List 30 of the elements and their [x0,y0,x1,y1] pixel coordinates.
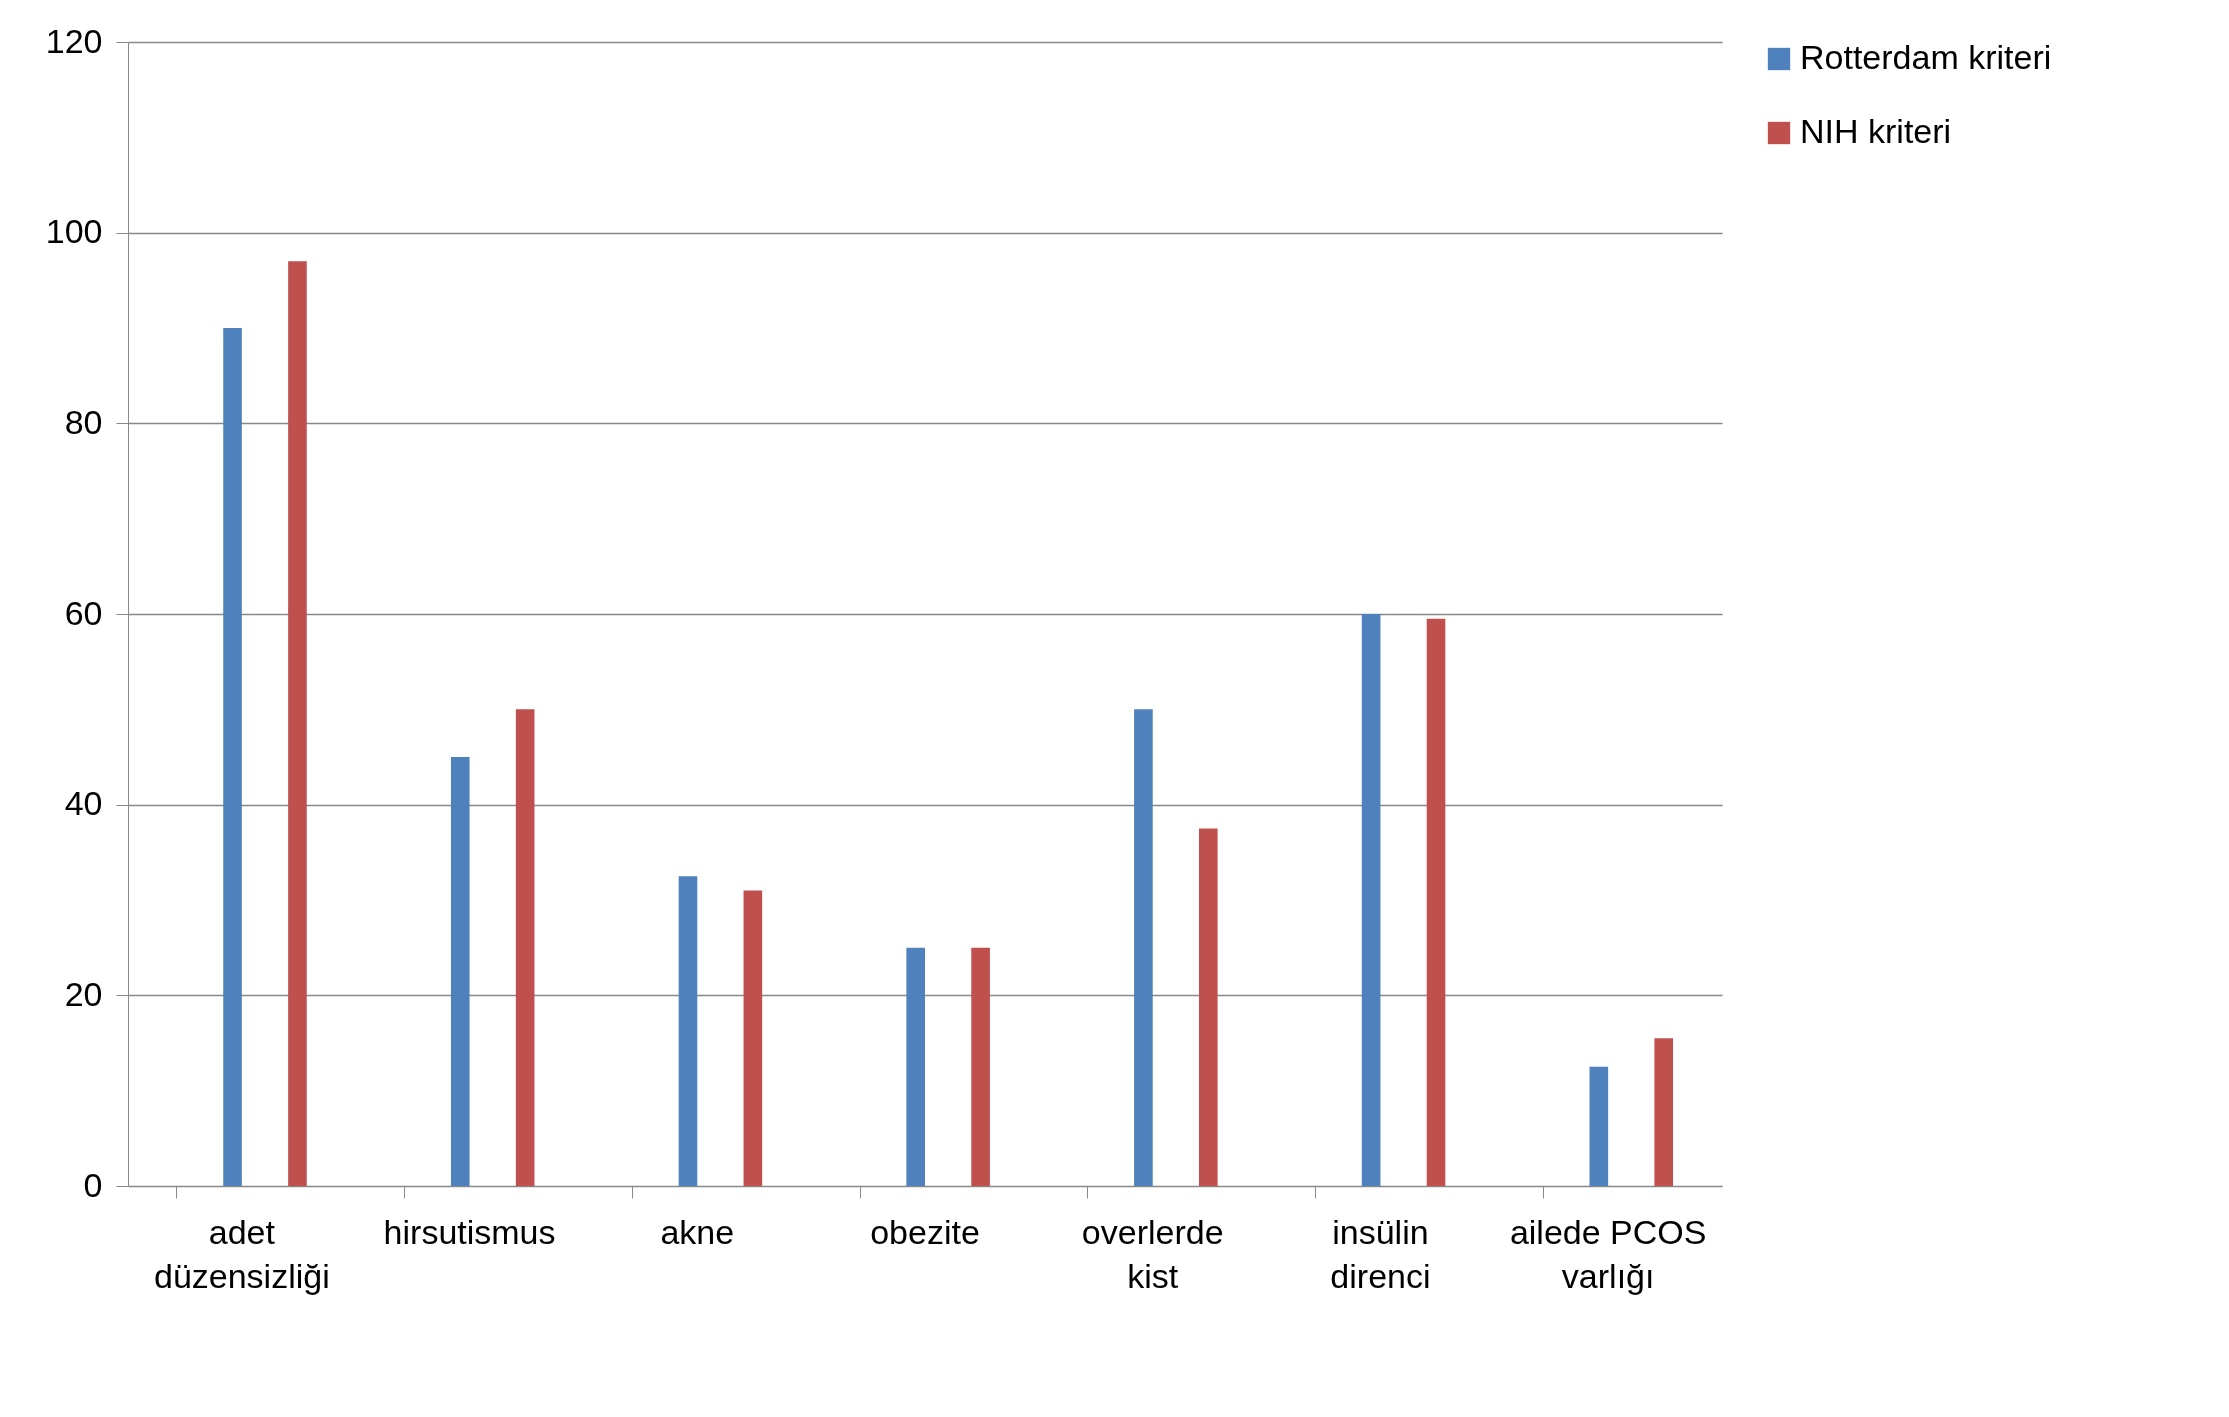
legend-label: NIH kriteri [1800,112,1952,150]
x-tick-label: hirsutismus [383,1212,556,1251]
bar [1426,618,1446,1186]
bar [1589,1066,1609,1186]
legend-label: Rotterdam kriteri [1800,38,2052,76]
x-tick-label: akne [660,1212,735,1251]
x-tick-label: adet düzensizliği [153,1212,330,1295]
bar [1134,709,1153,1186]
y-tick-label: 40 [64,784,103,823]
bar [515,709,535,1186]
bar [906,947,925,1186]
bar [1654,1038,1674,1186]
y-tick-label: 120 [45,21,103,60]
bar [1198,828,1218,1186]
bar [971,947,990,1186]
y-tick-label: 20 [64,974,103,1013]
y-tick-label: 60 [64,593,103,632]
x-tick-label: ailede PCOS varlığı [1509,1212,1707,1295]
bar [678,876,698,1186]
x-tick-label: overlerde kist [1081,1212,1224,1295]
bar [223,328,242,1186]
bar [1361,614,1381,1186]
bar [450,757,470,1186]
bar [288,261,307,1186]
x-tick-label: insülin direnci [1330,1212,1431,1295]
y-tick-label: 0 [83,1165,103,1204]
bar [743,890,763,1186]
x-tick-label: obezite [870,1212,980,1251]
y-tick-label: 100 [45,212,103,251]
y-tick-label: 80 [64,402,103,441]
